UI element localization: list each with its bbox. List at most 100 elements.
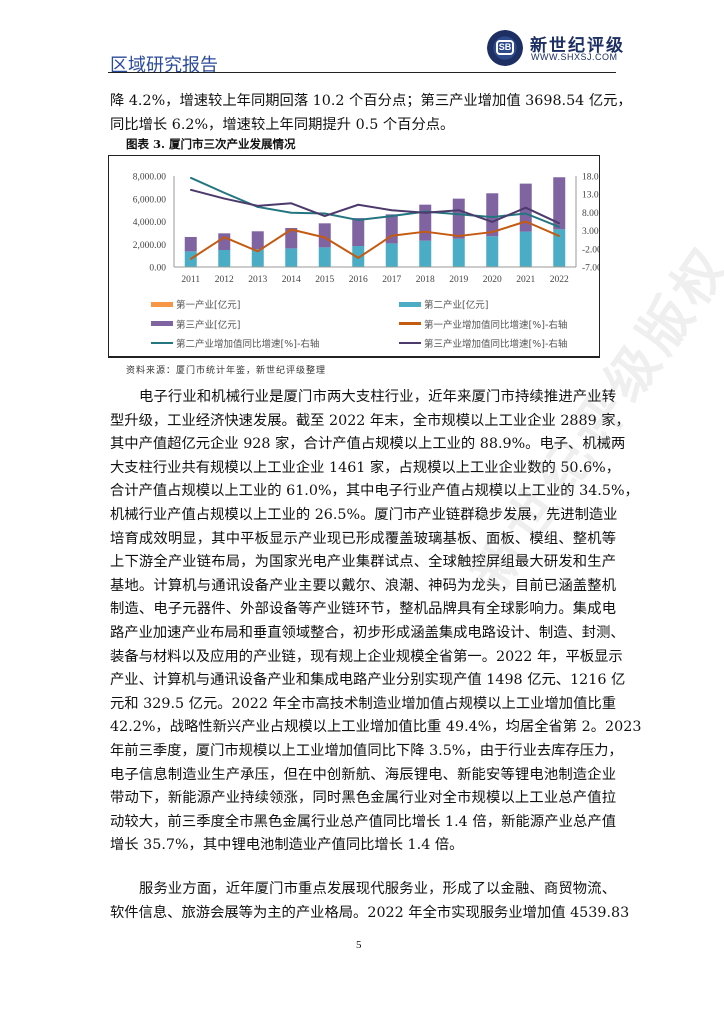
line-point-series1-2022: [558, 235, 561, 237]
text-line: 基地。计算机与通讯设备产业主要以戴尔、浪潮、神码为龙头，目前已涵盖整机: [110, 577, 616, 594]
legend-item: 第二产业[亿元]: [399, 297, 488, 311]
line-point-series2-2015: [323, 212, 326, 215]
line-point-series2-2012: [223, 191, 226, 194]
text-line: 动较大，前三季度全市黑色金属行业总产值同比增长 1.4 倍，新能源产业总产值: [110, 813, 616, 830]
line-series3: [190, 188, 560, 225]
legend-label: 第一产业增加值同比增速[%]-右轴: [424, 319, 568, 331]
line-point-series3-2020: [491, 221, 494, 223]
right-tick-label: 18.00: [582, 173, 599, 183]
text-line: 机械行业产值占规模以上工业的 26.5%。厦门市产业链群稳步发展，先进制造业: [110, 507, 618, 523]
line-point-series3-2019: [457, 209, 460, 212]
bar-series3-2013: [251, 231, 264, 250]
line-point-series3-2013: [256, 205, 259, 207]
legend-label: 第二产业增加值同比增速[%]-右轴: [176, 339, 320, 350]
chart-plot: 0.00 2,000.00 4,000.00 6,000.00 8,000.00 -7.0…: [133, 173, 599, 286]
text-line: 年前三季度，厦门市规模以上工业增加值同比下降 3.5%，由于行业去库存压力，: [110, 743, 623, 759]
text-line: 降 4.2%，增速较上年同期回落 10.2 个百分点；第三产业增加值 3698.…: [110, 93, 632, 109]
line-point-series2-2022: [558, 226, 561, 228]
x-tick-label: 2014: [282, 275, 301, 285]
legend-item: 第一产业[亿元]: [151, 297, 240, 311]
legend-swatch-icon: [399, 301, 421, 307]
legend-item: 第三产业增加值同比增速[%]-右轴: [399, 336, 567, 350]
line-point-series3-2014: [290, 202, 293, 205]
bar-series2-2016: [352, 246, 365, 267]
line-point-series3-2015: [323, 215, 326, 217]
line-point-series1-2016: [357, 257, 360, 259]
legend-swatch-icon: [151, 341, 173, 345]
legend-item: 第一产业增加值同比增速[%]-右轴: [399, 317, 567, 331]
line-point-series2-2020: [491, 216, 494, 218]
text-line: 软件信息、旅游会展等为主的产业格局。2022 年全市实现服务业增加值 4539.…: [110, 904, 630, 921]
report-type-title: 区域研究报告: [110, 55, 218, 76]
left-tick-label: 8,000.00: [133, 173, 167, 183]
line-point-series1-2012: [223, 236, 226, 238]
line-point-series1-2015: [323, 236, 326, 239]
x-tick-label: 2015: [315, 275, 334, 285]
left-tick-label: 6,000.00: [133, 195, 167, 205]
bar-series3-2012: [218, 233, 231, 250]
bar-series2-2018: [419, 240, 432, 267]
legend-swatch-icon: [399, 341, 421, 345]
line-point-series3-2021: [524, 206, 527, 209]
bar-series3-2018: [419, 204, 432, 241]
line-point-series3-2011: [189, 189, 192, 191]
right-tick-label: 13.00: [582, 191, 599, 201]
line-point-series1-2020: [491, 231, 494, 233]
text-line: 42.2%，战略性新兴产业占规模以上工业增加值比重 49.4%，均居全省第 2。…: [110, 719, 642, 736]
line-point-series1-2018: [424, 230, 427, 233]
brand-url: WWW.SHXSJ.COM: [531, 52, 618, 62]
bar-series2-2013: [251, 249, 264, 267]
line-point-series1-2014: [290, 228, 293, 231]
line-point-series2-2016: [357, 219, 360, 221]
header-divider: [108, 72, 616, 73]
line-point-series3-2022: [558, 222, 561, 225]
bar-series2-2017: [385, 243, 398, 267]
bar-series2-2014: [285, 248, 298, 267]
text-line: 电子行业和机械行业是厦门市两大支柱行业，近年来厦门市持续推进产业转: [139, 389, 616, 405]
line-point-series1-2017: [390, 234, 393, 237]
chart-title: 图表 3. 厦门市三次产业发展情况: [126, 137, 296, 151]
text-line: 元和 329.5 亿元。2022 年全市高技术制造业增加值占规模以上工业增加值比…: [110, 695, 616, 712]
line-point-series3-2018: [424, 211, 427, 214]
text-line: 服务业方面，近年厦门市重点发展现代服务业，形成了以金融、商贸物流、: [139, 881, 616, 897]
brand-name: 新世纪评级: [530, 36, 625, 56]
bar-series3-2022: [553, 177, 566, 230]
x-tick-label: 2011: [181, 275, 200, 285]
text-line: 其中产值超亿元企业 928 家，合计产值占规模以上工业的 88.9%。电子、机械…: [110, 436, 626, 453]
legend-item: 第三产业[亿元]: [151, 317, 240, 331]
line-point-series1-2021: [524, 220, 527, 223]
right-tick-label: 3.00: [582, 227, 599, 237]
x-tick-label: 2021: [516, 275, 535, 285]
right-tick-label: -2.00: [582, 245, 599, 255]
left-tick-label: 4,000.00: [133, 218, 167, 228]
legend-item: 第二产业增加值同比增速[%]-右轴: [151, 336, 319, 350]
text-line: 上下游全产业链布局，为国家光电产业集群试点、全球触控屏组最大研发和生产: [110, 554, 616, 571]
bar-series3-2011: [184, 236, 197, 252]
line-point-series3-2012: [223, 197, 226, 200]
page-number: 5: [356, 939, 362, 951]
left-tick-label: 0.00: [149, 264, 166, 274]
bar-series3-2016: [352, 218, 365, 247]
legend-swatch-icon: [399, 322, 421, 325]
line-point-series3-2016: [357, 203, 360, 206]
bar-series2-2012: [218, 249, 231, 267]
line-point-series2-2021: [524, 212, 527, 215]
x-tick-label: 2018: [416, 275, 435, 285]
line-point-series1-2011: [189, 258, 192, 260]
legend-swatch-icon: [151, 301, 173, 307]
text-line: 培育成效明显，其中平板显示产业现已形成覆盖玻璃基板、面板、模组、整机等: [110, 530, 616, 547]
left-tick-label: 2,000.00: [133, 241, 167, 251]
text-line: 产业、计算机与通讯设备产业和集成电路产业分别实现产值 1498 亿元、1216 …: [110, 672, 626, 689]
right-tick-label: 8.00: [582, 209, 599, 219]
line-point-series3-2017: [390, 209, 393, 212]
right-tick-label: -7.00: [582, 264, 599, 274]
bar-series2-2022: [553, 229, 566, 267]
logo-letters: SB: [496, 40, 514, 55]
text-line: 大支柱行业共有规模以上工业企业 1461 家，占规模以上工业企业数的 50.6%…: [110, 459, 621, 476]
bar-series3-2015: [318, 223, 331, 248]
text-line: 型升级，工业经济快速发展。截至 2022 年末，全市规模以上工业企业 2889 …: [110, 412, 630, 429]
bar-series2-2020: [486, 236, 499, 267]
text-line: 路产业加速产业布局和垂直领域整合，初步形成涵盖集成电路设计、制造、封测、: [110, 625, 625, 641]
bar-series2-2015: [318, 247, 331, 267]
